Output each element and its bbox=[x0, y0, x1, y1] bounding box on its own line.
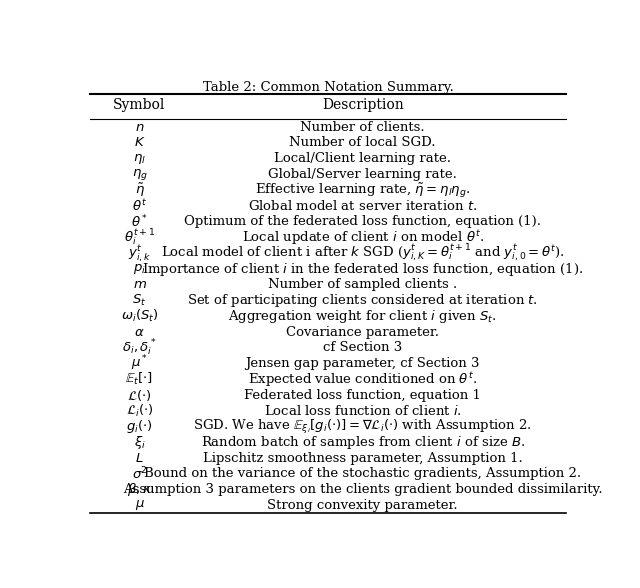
Text: $\mathbb{E}_t[\cdot]$: $\mathbb{E}_t[\cdot]$ bbox=[125, 372, 154, 387]
Text: Effective learning rate, $\tilde{\eta} = \eta_l \eta_g$.: Effective learning rate, $\tilde{\eta} =… bbox=[255, 181, 470, 199]
Text: $\mathcal{L}(\cdot)$: $\mathcal{L}(\cdot)$ bbox=[127, 387, 152, 403]
Text: $y_{i,k}^t$: $y_{i,k}^t$ bbox=[128, 243, 151, 263]
Text: Number of sampled clients .: Number of sampled clients . bbox=[268, 278, 458, 291]
Text: Description: Description bbox=[322, 98, 404, 112]
Text: $\beta, \kappa$: $\beta, \kappa$ bbox=[127, 481, 152, 498]
Text: $n$: $n$ bbox=[135, 121, 144, 133]
Text: Number of clients.: Number of clients. bbox=[300, 121, 425, 133]
Text: $\xi_i$: $\xi_i$ bbox=[134, 434, 145, 451]
Text: Global/Server learning rate.: Global/Server learning rate. bbox=[268, 168, 457, 181]
Text: Symbol: Symbol bbox=[113, 98, 166, 112]
Text: $K$: $K$ bbox=[134, 136, 145, 149]
Text: Bound on the variance of the stochastic gradients, Assumption 2.: Bound on the variance of the stochastic … bbox=[144, 467, 581, 480]
Text: $\theta_i^{t+1}$: $\theta_i^{t+1}$ bbox=[124, 228, 155, 248]
Text: Importance of client $i$ in the federated loss function, equation (1).: Importance of client $i$ in the federate… bbox=[142, 260, 584, 278]
Text: Federated loss function, equation 1: Federated loss function, equation 1 bbox=[244, 389, 481, 402]
Text: $\theta^t$: $\theta^t$ bbox=[132, 198, 147, 214]
Text: $L$: $L$ bbox=[135, 452, 144, 465]
Text: Set of participating clients considered at iteration $t$.: Set of participating clients considered … bbox=[188, 292, 538, 309]
Text: $m$: $m$ bbox=[132, 278, 147, 291]
Text: $p_i$: $p_i$ bbox=[133, 262, 146, 276]
Text: $\mathcal{L}_i(\cdot)$: $\mathcal{L}_i(\cdot)$ bbox=[125, 403, 154, 419]
Text: Local update of client $i$ on model $\theta^t$.: Local update of client $i$ on model $\th… bbox=[242, 228, 484, 247]
Text: Lipschitz smoothness parameter, Assumption 1.: Lipschitz smoothness parameter, Assumpti… bbox=[203, 452, 523, 465]
Text: $\eta_g$: $\eta_g$ bbox=[132, 167, 147, 182]
Text: Global model at server iteration $t$.: Global model at server iteration $t$. bbox=[248, 199, 477, 213]
Text: Covariance parameter.: Covariance parameter. bbox=[286, 326, 439, 339]
Text: $\mu^*$: $\mu^*$ bbox=[131, 354, 148, 373]
Text: Number of local SGD.: Number of local SGD. bbox=[289, 136, 436, 149]
Text: $\theta^*$: $\theta^*$ bbox=[131, 213, 148, 230]
Text: $\tilde{\eta}$: $\tilde{\eta}$ bbox=[134, 182, 145, 199]
Text: Table 2: Common Notation Summary.: Table 2: Common Notation Summary. bbox=[203, 81, 453, 94]
Text: $\delta_i, \delta_i^*$: $\delta_i, \delta_i^*$ bbox=[122, 338, 157, 358]
Text: $\eta_l$: $\eta_l$ bbox=[133, 152, 146, 166]
Text: Aggregation weight for client $i$ given $S_t$.: Aggregation weight for client $i$ given … bbox=[228, 308, 497, 325]
Text: Strong convexity parameter.: Strong convexity parameter. bbox=[268, 499, 458, 512]
Text: Local loss function of client $i$.: Local loss function of client $i$. bbox=[264, 404, 461, 418]
Text: Local model of client i after $k$ SGD ($y_{i,K}^t = \theta_i^{t+1}$ and $y_{i,0}: Local model of client i after $k$ SGD ($… bbox=[161, 242, 564, 264]
Text: Local/Client learning rate.: Local/Client learning rate. bbox=[274, 152, 451, 165]
Text: $g_i(\cdot)$: $g_i(\cdot)$ bbox=[126, 418, 153, 435]
Text: $\sigma^2$: $\sigma^2$ bbox=[132, 466, 147, 482]
Text: $S_t$: $S_t$ bbox=[132, 293, 147, 308]
Text: Expected value conditioned on $\theta^t$.: Expected value conditioned on $\theta^t$… bbox=[248, 370, 477, 389]
Text: Optimum of the federated loss function, equation (1).: Optimum of the federated loss function, … bbox=[184, 215, 541, 228]
Text: $\alpha$: $\alpha$ bbox=[134, 326, 145, 339]
Text: Random batch of samples from client $i$ of size $B$.: Random batch of samples from client $i$ … bbox=[200, 434, 525, 451]
Text: $\omega_i(S_t)$: $\omega_i(S_t)$ bbox=[121, 308, 158, 325]
Text: Assumption 3 parameters on the clients gradient bounded dissimilarity.: Assumption 3 parameters on the clients g… bbox=[123, 483, 602, 496]
Text: cf Section 3: cf Section 3 bbox=[323, 342, 403, 355]
Text: Jensen gap parameter, cf Section 3: Jensen gap parameter, cf Section 3 bbox=[246, 357, 480, 370]
Text: SGD. We have $\mathbb{E}_{\xi_i}[g_i(\cdot)] = \nabla\mathcal{L}_i(\cdot)$ with : SGD. We have $\mathbb{E}_{\xi_i}[g_i(\cd… bbox=[193, 417, 532, 436]
Text: $\mu$: $\mu$ bbox=[134, 499, 145, 513]
